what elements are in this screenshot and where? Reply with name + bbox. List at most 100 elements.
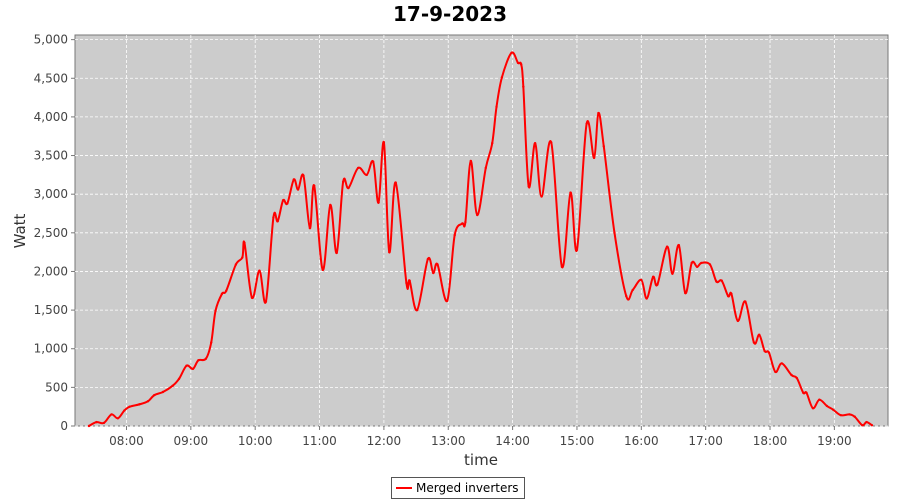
data-point [597,111,600,115]
y-tick-label: 4,500 [34,71,68,85]
data-point [631,288,634,292]
data-point [540,195,543,198]
data-point [161,390,165,394]
data-point [241,256,244,259]
data-point [185,364,188,367]
data-point [250,296,254,299]
data-point [432,271,435,275]
y-tick-label: 500 [45,380,68,394]
data-point [720,279,723,282]
data-point [640,278,643,282]
data-point [382,141,386,144]
data-point [347,186,350,190]
data-point [560,265,564,269]
y-tick-label: 2,000 [34,264,68,278]
data-point [708,263,712,266]
data-point [329,203,332,207]
data-point [110,413,113,416]
data-point [281,199,285,202]
data-point [146,400,150,403]
data-point [861,424,864,427]
data-point [476,213,479,217]
y-axis-ticks: 0 500 1,000 1,500 2,000 2,500 3,000 3,500 4,000 4… [34,33,75,433]
data-point [371,160,375,163]
x-tick-label: 10:00 [238,434,273,448]
data-point [210,341,213,344]
y-tick-label: 4,000 [34,110,68,124]
data-point [272,216,275,219]
data-point [625,294,628,298]
data-point [302,174,305,177]
data-point [87,424,91,428]
data-point [533,141,537,145]
data-point [865,420,868,424]
series-line-merged-inverters [88,51,873,427]
data-point [292,178,296,181]
data-point [276,220,279,223]
data-point [645,297,648,300]
data-point [102,421,106,425]
y-tick-label: 3,500 [34,149,68,163]
data-point [491,141,494,145]
legend-swatch [396,487,412,489]
data-point [602,145,605,148]
data-point [715,280,718,283]
data-point [730,292,733,296]
plot-area [74,34,889,427]
data-point [495,105,498,109]
data-point [802,391,805,394]
data-point [225,289,228,292]
data-point [665,245,669,248]
data-point [510,51,513,54]
data-point [527,185,530,188]
data-point [613,231,616,235]
data-point [296,188,300,191]
data-point [805,391,808,394]
data-point [153,393,156,397]
data-point [695,265,699,269]
data-point [522,85,525,88]
x-tick-label: 14:00 [495,434,530,448]
data-point [388,250,391,254]
data-point [453,233,456,237]
data-point [258,269,261,272]
data-point [519,63,523,66]
data-point [500,76,504,79]
x-tick-label: 15:00 [560,434,595,448]
data-point [516,61,520,65]
chart-title: 17-9-2023 [393,2,507,26]
data-points [87,51,874,428]
data-point [220,292,224,296]
data-point [818,398,821,401]
x-tick-label: 08:00 [109,434,144,448]
data-point [758,333,761,337]
data-point [575,248,579,252]
x-tick-label: 16:00 [624,434,659,448]
data-point [469,159,472,163]
y-tick-label: 1,500 [34,303,68,317]
data-point [763,349,766,353]
data-point [191,367,195,371]
data-point [321,268,324,272]
data-point [825,404,829,408]
legend: Merged inverters [391,477,525,499]
data-point [365,173,368,177]
data-point [356,166,360,170]
data-point [684,291,687,295]
data-point [767,351,771,354]
data-point [335,251,338,255]
x-tick-label: 19:00 [817,434,852,448]
data-point [550,141,553,144]
data-point [744,300,747,303]
data-point [128,405,131,408]
y-tick-label: 2,500 [34,226,68,240]
data-point [312,184,316,187]
data-point [426,257,430,261]
data-point [405,281,408,285]
y-tick-label: 1,000 [34,342,68,356]
data-point [752,341,756,344]
data-point [308,226,312,230]
data-point [736,319,740,323]
data-point [341,180,345,184]
